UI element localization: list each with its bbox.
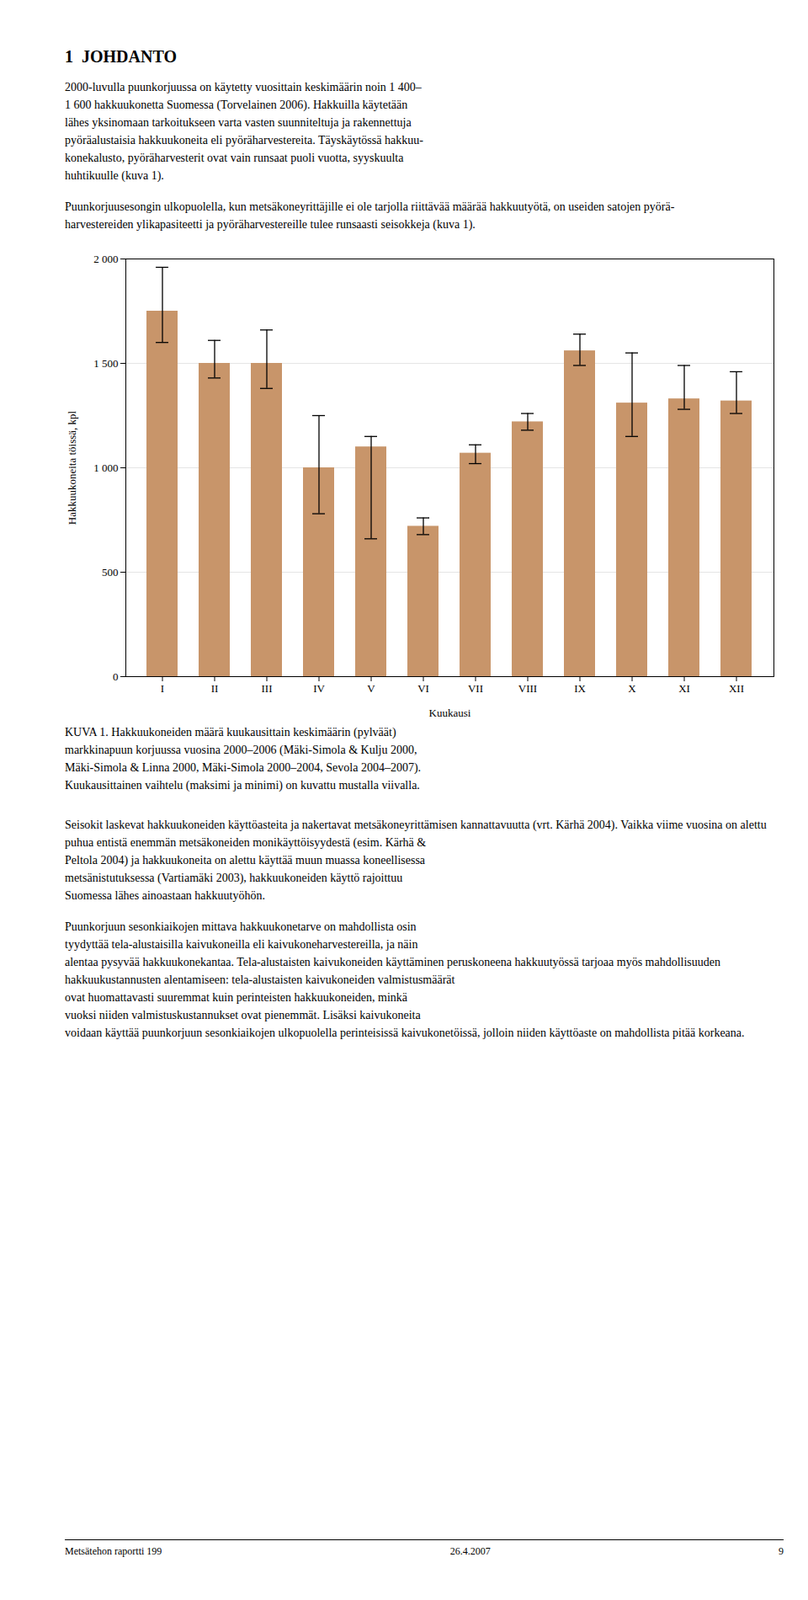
html-text:KUVA 1. Hakkuukoneiden määrä k: KUVA 1. Hakkuukoneiden määrä kuukausitta… bbox=[64, 725, 421, 792]
svg-text:V: V bbox=[366, 681, 376, 695]
html-text:Puunkorjuun sesonkiaikojen mit: Puunkorjuun sesonkiaikojen mittava hakku… bbox=[64, 919, 745, 1039]
html-text:26.4.2007: 26.4.2007 bbox=[450, 1544, 491, 1557]
svg-text:Hakkuukoneita töissä, kpl: Hakkuukoneita töissä, kpl bbox=[65, 409, 79, 525]
svg-text:VII: VII bbox=[467, 681, 484, 695]
svg-text:III: III bbox=[261, 681, 273, 695]
svg-text:IX: IX bbox=[574, 681, 586, 695]
html-text:1 JOHDANTO: 1 JOHDANTO bbox=[64, 47, 177, 66]
svg-text:0: 0 bbox=[112, 669, 119, 683]
svg-text:XI: XI bbox=[678, 681, 691, 695]
svg-text:XII: XII bbox=[728, 681, 745, 695]
html-text:Metsätehon raportti 199: Metsätehon raportti 199 bbox=[64, 1544, 162, 1557]
html-text:Puunkorjuusesongin ulkopuolell: Puunkorjuusesongin ulkopuolella, kun met… bbox=[64, 200, 675, 231]
svg-text:1 500: 1 500 bbox=[93, 356, 118, 370]
svg-text:Kuukausi: Kuukausi bbox=[429, 706, 472, 719]
svg-text:500: 500 bbox=[101, 565, 119, 579]
svg-text:1 000: 1 000 bbox=[93, 461, 118, 474]
html-text:Seisokit laskevat hakkuukoneid: Seisokit laskevat hakkuukoneiden käyttöa… bbox=[64, 818, 767, 902]
html-text:9: 9 bbox=[778, 1544, 784, 1557]
svg-text:I: I bbox=[160, 681, 165, 695]
svg-text:VI: VI bbox=[417, 681, 430, 695]
html-text:2000-luvulla puunkorjuussa on: 2000-luvulla puunkorjuussa on käytetty v… bbox=[64, 80, 424, 182]
svg-text:VIII: VIII bbox=[518, 681, 537, 695]
svg-text:IV: IV bbox=[313, 681, 325, 695]
svg-text:X: X bbox=[627, 681, 637, 695]
svg-text:II: II bbox=[211, 681, 219, 695]
svg-text:2 000: 2 000 bbox=[93, 252, 118, 266]
